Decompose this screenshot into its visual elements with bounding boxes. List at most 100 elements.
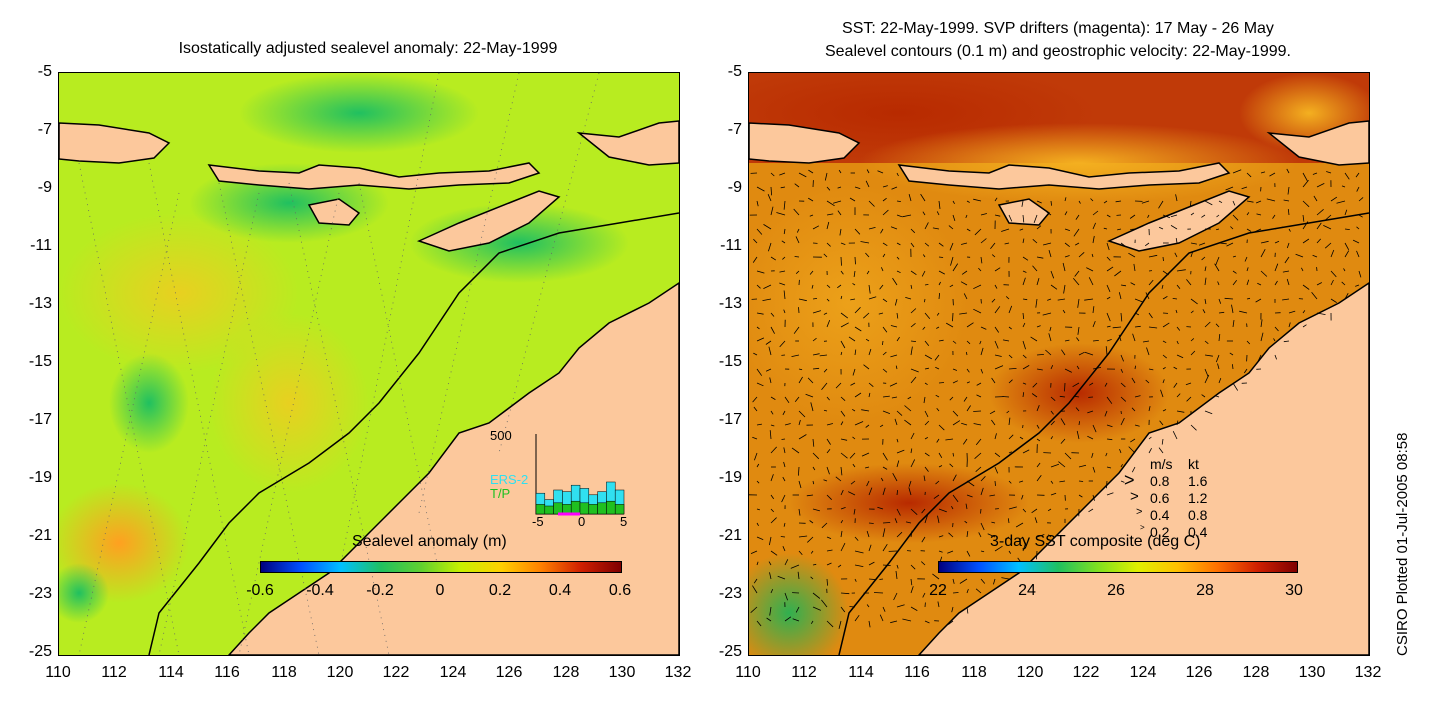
velocity-vector <box>1032 265 1038 272</box>
velocity-vector <box>1076 337 1080 342</box>
velocity-vector <box>826 396 830 401</box>
velocity-vector <box>853 270 856 277</box>
velocity-vector <box>852 368 856 376</box>
velocity-vector <box>795 270 800 274</box>
velocity-vector <box>768 242 772 252</box>
velocity-vector <box>1078 494 1083 498</box>
velocity-vector <box>975 466 982 472</box>
velocity-vector <box>770 396 776 400</box>
velocity-vector <box>770 312 775 317</box>
velocity-vector <box>1132 333 1136 342</box>
velocity-vector <box>1148 436 1152 440</box>
velocity-vector <box>1324 214 1332 222</box>
velocity-vector <box>756 620 762 627</box>
velocity-vector <box>770 424 775 427</box>
velocity-vector <box>791 447 800 454</box>
velocity-vector <box>812 606 821 611</box>
velocity-vector <box>826 449 831 454</box>
velocity-vector <box>1324 242 1332 249</box>
velocity-vector <box>1060 418 1066 426</box>
velocity-vector <box>1092 306 1095 314</box>
velocity-vector <box>938 281 941 286</box>
velocity-vector <box>1313 195 1318 202</box>
velocity-vector <box>1048 534 1052 538</box>
left-colorbar-tick: 0.4 <box>548 582 572 599</box>
velocity-vector <box>1092 210 1099 216</box>
velocity-vector <box>938 200 941 209</box>
velocity-vector <box>770 410 774 415</box>
velocity-vector <box>1232 169 1242 174</box>
velocity-vector <box>879 284 884 290</box>
velocity-vector <box>1112 326 1122 329</box>
velocity-vector <box>1226 242 1234 247</box>
velocity-vector <box>1204 321 1211 328</box>
velocity-vector <box>1301 267 1304 272</box>
velocity-vector <box>936 407 940 412</box>
velocity-vector <box>910 564 916 570</box>
velocity-vector <box>770 588 774 594</box>
velocity-vector <box>1021 200 1024 207</box>
velocity-vector <box>1330 279 1334 286</box>
velocity-vector <box>965 214 968 219</box>
velocity-vector <box>1022 256 1029 261</box>
velocity-vector <box>1106 492 1114 496</box>
velocity-vector <box>896 410 903 416</box>
velocity-vector <box>868 392 871 398</box>
velocity-vector <box>938 550 943 553</box>
velocity-vector <box>890 620 898 624</box>
velocity-vector <box>849 197 856 202</box>
velocity-vector <box>1218 334 1221 342</box>
velocity-vector <box>1036 368 1043 371</box>
velocity-vector <box>938 535 944 538</box>
velocity-vector <box>752 396 758 403</box>
velocity-vector <box>1047 508 1052 512</box>
velocity-vector <box>783 200 786 210</box>
velocity-vector <box>1106 242 1110 251</box>
velocity-vector <box>769 606 772 616</box>
velocity-vector <box>910 340 917 342</box>
velocity-vector <box>877 170 884 174</box>
velocity-vector <box>1064 211 1068 216</box>
velocity-vector <box>840 256 842 266</box>
velocity-vector <box>952 368 958 371</box>
velocity-vector <box>882 326 888 333</box>
velocity-legend-kt: 1.6 <box>1188 473 1208 489</box>
velocity-vector <box>1175 309 1178 314</box>
velocity-vector <box>896 564 899 569</box>
velocity-vector <box>798 535 808 538</box>
velocity-vector <box>980 508 982 514</box>
velocity-vector <box>966 494 973 498</box>
velocity-vector <box>963 293 968 300</box>
velocity-vector <box>890 226 898 230</box>
velocity-vector <box>1077 326 1080 335</box>
left-colorbar-tick: -0.4 <box>306 582 334 599</box>
velocity-vector <box>1302 324 1307 328</box>
velocity-vector <box>756 368 763 376</box>
velocity-vector <box>1162 367 1166 370</box>
velocity-legend-ms: 0.8 <box>1150 473 1170 489</box>
velocity-vector <box>966 550 971 557</box>
velocity-vector <box>910 530 913 538</box>
velocity-vector <box>826 494 832 500</box>
velocity-vector <box>1204 354 1213 357</box>
velocity-vector <box>769 536 772 546</box>
velocity-vector <box>1006 410 1010 414</box>
velocity-vector <box>781 494 786 503</box>
velocity-vector <box>865 338 870 342</box>
left-lon-tick: 124 <box>439 664 467 681</box>
velocity-vector <box>1295 253 1304 258</box>
right-lon-tick: 112 <box>791 664 817 681</box>
velocity-vector <box>1232 270 1237 274</box>
velocity-vector <box>796 228 800 233</box>
velocity-vector <box>980 487 984 496</box>
velocity-vector <box>966 531 969 538</box>
velocity-vector <box>910 242 915 248</box>
velocity-vector <box>756 200 759 207</box>
velocity-vector <box>826 186 831 191</box>
velocity-vector <box>1008 451 1012 454</box>
velocity-vector <box>922 592 926 598</box>
velocity-vector <box>966 368 970 373</box>
velocity-vector <box>924 452 930 457</box>
velocity-vector <box>794 396 800 403</box>
velocity-vector <box>1162 409 1167 412</box>
